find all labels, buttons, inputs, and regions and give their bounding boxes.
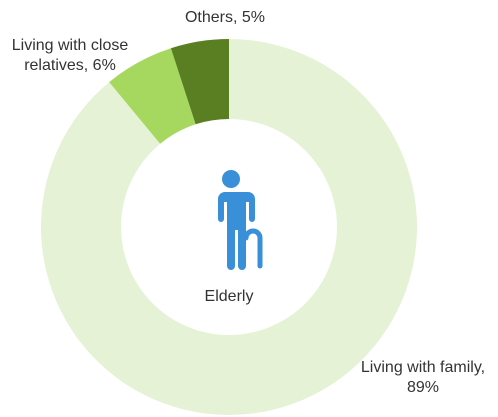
data-label: Living with close relatives, 6% <box>11 37 129 74</box>
elderly-icon <box>214 170 263 270</box>
data-label: Living with family, 89% <box>360 359 486 396</box>
donut-slice <box>109 48 196 144</box>
donut-slice <box>170 39 229 125</box>
donut-slice <box>40 39 417 415</box>
data-label: Others, 5% <box>184 9 266 26</box>
center-label: Elderly <box>205 288 254 305</box>
